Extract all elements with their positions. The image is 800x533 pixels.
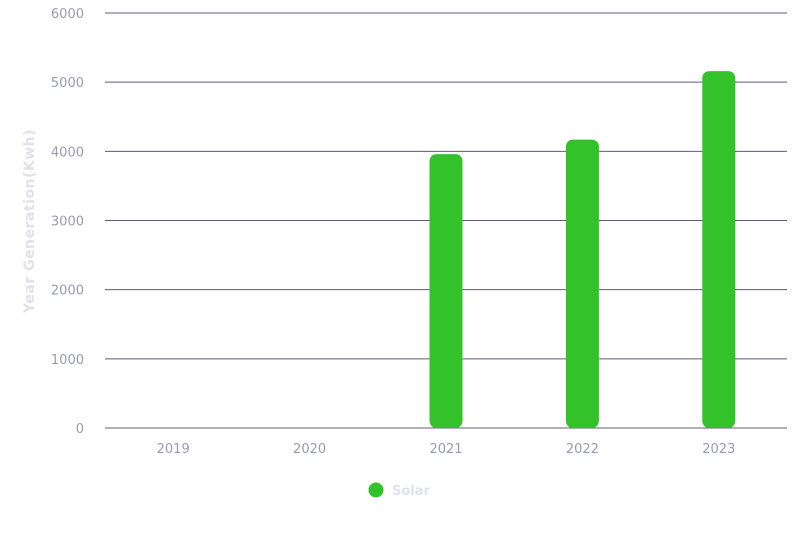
x-tick-label: 2023 (702, 442, 735, 457)
x-tick-label: 2022 (566, 442, 599, 457)
x-tick-label: 2020 (293, 442, 326, 457)
bar-2021[interactable] (429, 154, 463, 428)
y-tick-label: 2000 (51, 284, 84, 299)
x-tick-label: 2021 (429, 442, 462, 457)
x-tick-label: 2019 (157, 442, 190, 457)
legend-marker-solar (368, 482, 384, 498)
legend[interactable]: Solar (368, 482, 431, 500)
y-tick-label: 5000 (51, 76, 84, 91)
y-tick-label: 6000 (51, 7, 84, 22)
x-axis-ticks: 2019 2020 2021 2022 2023 (157, 442, 736, 457)
y-tick-label: 3000 (51, 215, 84, 230)
y-tick-label: 0 (76, 422, 84, 437)
bar-2023[interactable] (702, 71, 736, 428)
legend-label-solar: Solar (392, 484, 431, 499)
bar-2022[interactable] (565, 139, 599, 428)
bars (429, 71, 736, 428)
y-axis-ticks: 0 1000 2000 3000 4000 5000 6000 (51, 7, 84, 437)
y-tick-label: 4000 (51, 145, 84, 160)
y-tick-label: 1000 (51, 353, 84, 368)
y-axis-title: Year Generation(Kwh) (22, 129, 38, 314)
